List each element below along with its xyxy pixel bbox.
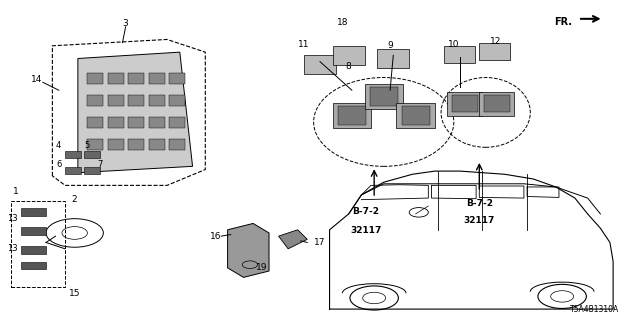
Text: 12: 12 (490, 36, 501, 45)
Text: 1: 1 (13, 187, 19, 196)
Text: T5A4B1310A: T5A4B1310A (570, 305, 620, 314)
Text: 17: 17 (314, 238, 325, 247)
Bar (108, 73, 124, 84)
Text: 15: 15 (69, 289, 81, 298)
Text: 32117: 32117 (463, 216, 495, 226)
Bar (88, 117, 103, 128)
Text: 14: 14 (31, 75, 42, 84)
Text: 9: 9 (387, 41, 393, 50)
Bar (88, 73, 103, 84)
Polygon shape (78, 52, 193, 173)
Bar (447, 92, 483, 116)
Bar (108, 117, 124, 128)
Bar (108, 140, 124, 150)
Text: 8: 8 (346, 62, 351, 71)
Bar (444, 46, 475, 63)
Bar (304, 55, 336, 74)
Bar (396, 103, 435, 128)
Text: 18: 18 (337, 18, 348, 27)
Bar (20, 261, 46, 269)
Text: 5: 5 (84, 141, 90, 150)
Text: 13: 13 (8, 244, 18, 253)
Bar (148, 73, 164, 84)
Bar (128, 73, 144, 84)
Polygon shape (228, 223, 269, 277)
Text: 10: 10 (448, 40, 460, 49)
Bar (65, 167, 81, 174)
Text: 16: 16 (210, 232, 221, 241)
Text: 32117: 32117 (350, 226, 381, 235)
Bar (338, 106, 366, 125)
Text: B-7-2: B-7-2 (353, 207, 380, 216)
Text: 11: 11 (298, 40, 310, 49)
Text: 7: 7 (97, 160, 103, 169)
Bar (20, 227, 46, 235)
Bar (20, 246, 46, 253)
Bar (20, 208, 46, 215)
Bar (169, 95, 185, 106)
Bar (333, 46, 365, 65)
Bar (452, 95, 478, 112)
Bar (148, 95, 164, 106)
Bar (479, 92, 515, 116)
Bar (370, 87, 397, 106)
Text: 6: 6 (56, 160, 61, 169)
Text: B-7-2: B-7-2 (466, 199, 493, 208)
Bar (333, 103, 371, 128)
Bar (148, 117, 164, 128)
Bar (88, 95, 103, 106)
Text: 13: 13 (8, 214, 18, 223)
Text: FR.: FR. (554, 17, 572, 27)
Bar (84, 167, 100, 174)
Bar (169, 73, 185, 84)
Bar (169, 140, 185, 150)
Bar (479, 43, 510, 60)
Bar (128, 95, 144, 106)
Bar (11, 201, 65, 287)
Circle shape (243, 261, 257, 268)
Bar (128, 140, 144, 150)
Bar (378, 49, 409, 68)
Text: 3: 3 (123, 19, 129, 28)
Bar (84, 151, 100, 158)
Bar (169, 117, 185, 128)
Text: 4: 4 (56, 141, 61, 150)
Text: 2: 2 (72, 195, 77, 204)
Bar (128, 117, 144, 128)
Bar (401, 106, 429, 125)
Polygon shape (278, 230, 307, 249)
Bar (88, 140, 103, 150)
Text: 19: 19 (256, 263, 268, 272)
Bar (108, 95, 124, 106)
Bar (65, 151, 81, 158)
Bar (484, 95, 510, 112)
Bar (365, 84, 403, 109)
Bar (148, 140, 164, 150)
